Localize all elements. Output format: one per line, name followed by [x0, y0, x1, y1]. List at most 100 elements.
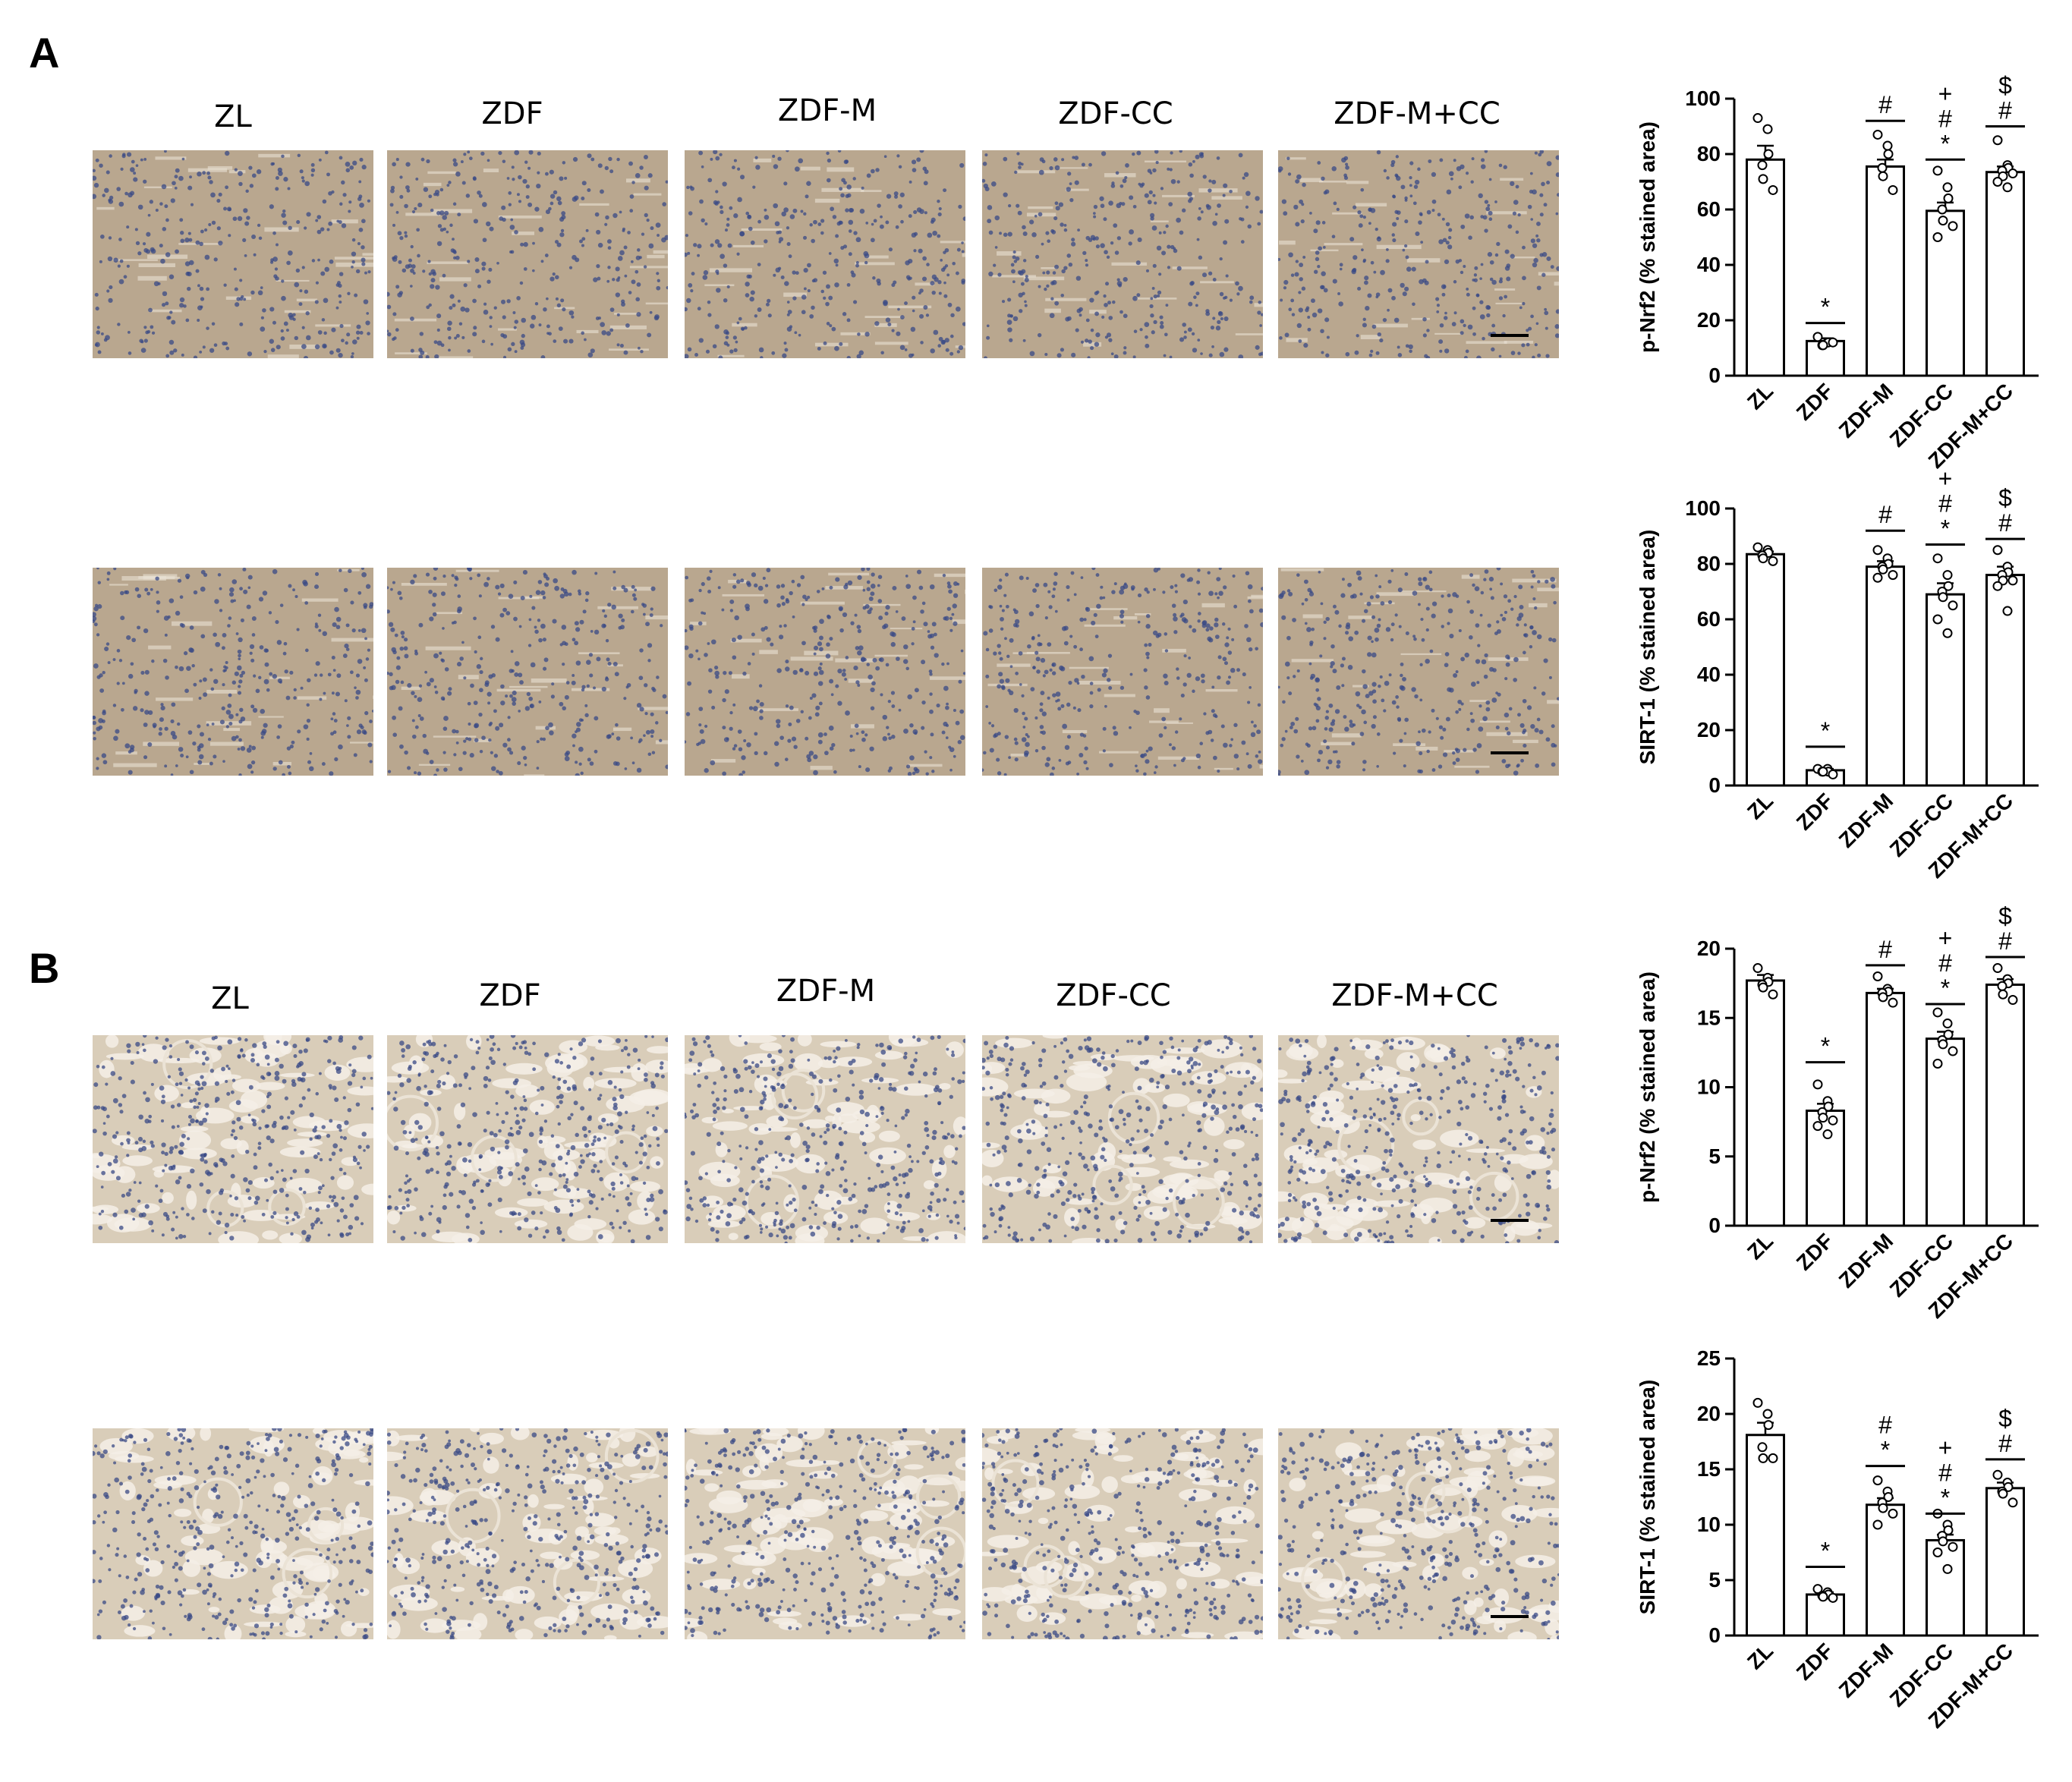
bar-zdf-m-cc	[1985, 983, 2025, 1227]
group-label-zl: ZL	[214, 99, 252, 134]
data-point	[1938, 216, 1948, 226]
data-point	[1828, 769, 1838, 779]
group-label-zdf-m-cc: ZDF-M+CC	[1331, 978, 1498, 1013]
data-point	[1948, 1046, 1958, 1056]
micrograph-sirt-1-kidney-1	[93, 1428, 373, 1639]
y-tick-label: 10	[1697, 1075, 1721, 1099]
significance-mark: +	[1938, 464, 1953, 492]
data-point	[1992, 963, 2003, 974]
y-tick-label: 100	[1685, 496, 1721, 520]
data-point	[1752, 1397, 1763, 1408]
significance-mark: #	[1878, 936, 1892, 963]
data-point	[1812, 1584, 1823, 1595]
micrograph-p-nrf2-liver-2	[387, 150, 668, 358]
significance-mark: *	[1821, 1033, 1830, 1060]
micrograph-p-nrf2-kidney-1	[93, 1035, 373, 1243]
data-point	[1932, 1007, 1943, 1018]
data-point	[1948, 221, 1958, 231]
chart-liver-p-nrf2: 0 20 40 60 80 100 p-Nrf2 (% stained area) ZL * ZD…	[1609, 72, 2057, 486]
data-point	[1932, 165, 1943, 176]
bar-zdf	[1806, 1593, 1845, 1637]
micrograph-p-nrf2-kidney-4	[982, 1035, 1263, 1243]
data-point	[2007, 168, 2018, 179]
bar-zdf-m	[1866, 991, 1905, 1227]
data-point	[1883, 149, 1894, 159]
data-point	[2007, 1497, 2018, 1508]
significance-mark: $	[1998, 484, 2012, 512]
data-point	[1938, 592, 1948, 603]
data-point	[1888, 184, 1898, 195]
y-tick-label: 0	[1708, 364, 1721, 387]
x-tick-label: ZL	[1743, 379, 1778, 414]
data-point	[1932, 553, 1943, 564]
data-point	[1828, 1592, 1838, 1603]
y-tick-label: 10	[1697, 1513, 1721, 1536]
data-point	[1948, 600, 1958, 611]
y-tick-label: 15	[1697, 1457, 1721, 1481]
data-point	[1818, 1592, 1828, 1602]
micrograph-p-nrf2-liver-1	[93, 150, 373, 358]
data-point	[1757, 160, 1768, 171]
data-point	[2002, 182, 2013, 193]
x-tick-label: ZDF	[1792, 789, 1837, 834]
significance-mark: #	[1938, 949, 1952, 977]
significance-mark: $	[1998, 902, 2012, 930]
bar-zdf-m	[1866, 1503, 1905, 1637]
bar-zdf-cc	[1926, 1037, 1965, 1227]
data-point	[1757, 1442, 1768, 1453]
micrograph-sirt-1-kidney-2	[387, 1428, 668, 1639]
data-point	[1872, 1519, 1883, 1530]
bar-zdf	[1806, 1110, 1845, 1227]
y-axis-label: SIRT-1 (% stained area)	[1636, 1380, 1659, 1615]
micrograph-sirt-1-liver-5	[1278, 568, 1559, 776]
data-point	[1883, 1492, 1894, 1502]
data-point	[1768, 184, 1778, 195]
bar-zl	[1746, 553, 1785, 787]
bar-zdf-m-cc	[1985, 171, 2025, 377]
data-point	[1882, 140, 1893, 151]
significance-mark: +	[1938, 924, 1953, 952]
significance-mark: *	[1821, 294, 1830, 321]
micrograph-p-nrf2-liver-5	[1278, 150, 1559, 358]
y-tick-label: 0	[1708, 773, 1721, 797]
y-tick-label: 40	[1697, 663, 1721, 686]
data-point	[1872, 545, 1883, 556]
bar-zdf-m	[1866, 565, 1905, 787]
bar-zdf-cc	[1926, 209, 1965, 377]
x-tick-label: ZDF	[1792, 1229, 1837, 1274]
data-point	[2002, 606, 2013, 616]
micrograph-sirt-1-liver-1	[93, 568, 373, 776]
data-point	[1818, 767, 1828, 777]
data-point	[1818, 340, 1828, 351]
data-point	[1998, 1488, 2008, 1499]
y-tick-label: 20	[1697, 1402, 1721, 1425]
data-point	[1888, 570, 1898, 581]
data-point	[1758, 1453, 1768, 1463]
data-point	[1762, 124, 1773, 134]
data-point	[1752, 963, 1763, 974]
x-tick-label: ZL	[1743, 1229, 1778, 1264]
chart-svg-kidney-sirt-1: 0 5 10 15 20 25 SIRT-1 (% stained area) ZL * ZDF *…	[1636, 1346, 2039, 1733]
y-tick-label: 0	[1708, 1214, 1721, 1237]
group-label-zdf-m: ZDF-M	[776, 974, 876, 1009]
data-point	[1812, 1079, 1823, 1090]
chart-svg-liver-sirt-1: 0 20 40 60 80 100 SIRT-1 (% stained area) ZL * ZD…	[1636, 464, 2039, 883]
data-point	[1768, 556, 1778, 566]
y-axis-label: p-Nrf2 (% stained area)	[1636, 121, 1659, 353]
data-point	[1872, 1475, 1883, 1486]
data-point	[1932, 1547, 1943, 1557]
data-point	[1997, 981, 2007, 991]
y-tick-label: 80	[1697, 552, 1721, 575]
data-point	[1888, 1508, 1898, 1519]
y-axis-label: SIRT-1 (% stained area)	[1636, 530, 1659, 765]
data-point	[1943, 1029, 1954, 1040]
y-tick-label: 60	[1697, 607, 1721, 631]
data-point	[1758, 982, 1768, 993]
data-point	[1937, 204, 1948, 215]
significance-mark: #	[1998, 97, 2012, 124]
chart-kidney-p-nrf2: 0 5 10 15 20 p-Nrf2 (% stained area) ZL * ZDF # ZD…	[1609, 902, 2057, 1336]
significance-mark: #	[1938, 490, 1952, 517]
y-tick-label: 60	[1697, 197, 1721, 221]
data-point	[1942, 628, 1953, 638]
data-point	[1878, 564, 1888, 575]
